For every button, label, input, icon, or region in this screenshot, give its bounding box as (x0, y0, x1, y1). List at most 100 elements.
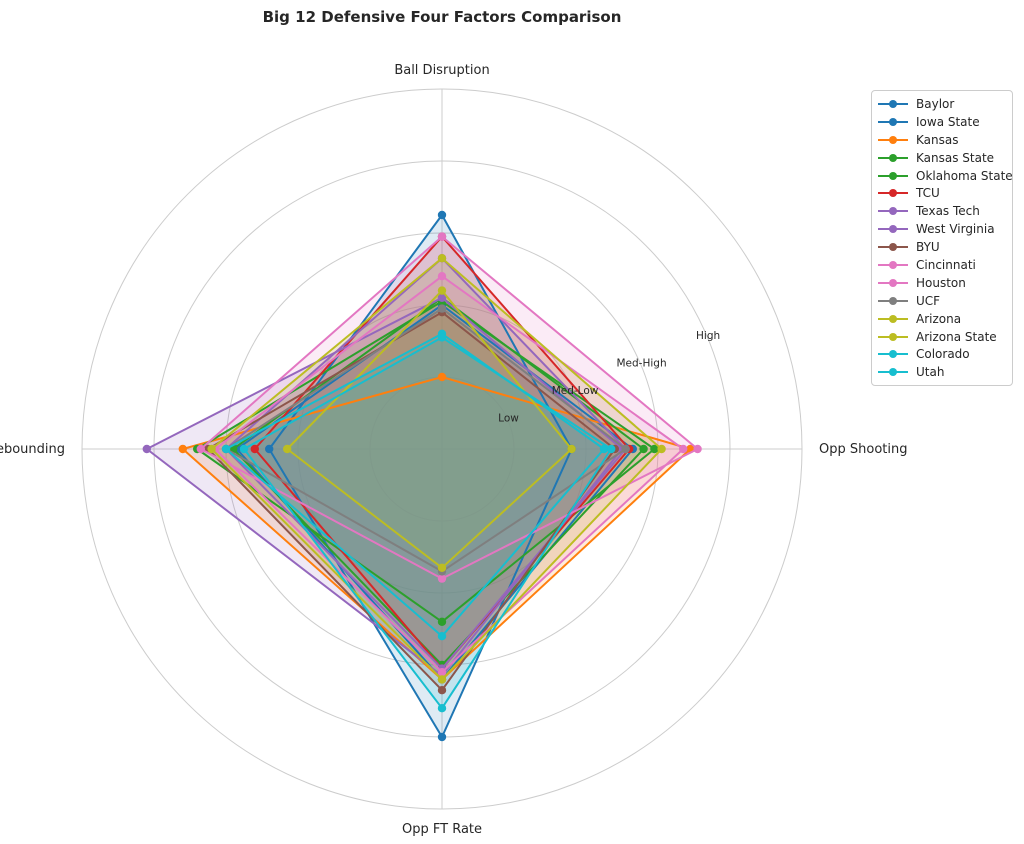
series-point-10-1 (437, 232, 447, 241)
legend-label: Colorado (916, 347, 970, 362)
legend-item: Iowa State (872, 113, 1012, 131)
legend-label: Texas Tech (916, 204, 980, 219)
series-point-15-2 (599, 444, 609, 454)
series-fill-15 (226, 333, 604, 637)
legend-item: BYU (872, 238, 1012, 256)
legend-item: Arizona (872, 310, 1012, 328)
series-fill-12 (226, 308, 626, 572)
axis-label-3: Opp FT Rate (402, 822, 482, 837)
legend-label: Arizona (916, 311, 962, 326)
legend-item: Cincinnati (872, 256, 1012, 274)
axis-label-1: Ball Disruption (394, 63, 489, 78)
series-point-10-2 (693, 444, 702, 454)
series-point-15-3 (437, 632, 447, 641)
series-fill-6 (254, 236, 630, 669)
series-point-16-4 (239, 444, 249, 454)
chart-title: Big 12 Defensive Four Factors Comparison (263, 8, 622, 26)
series-point-13-1 (437, 286, 447, 295)
series-fill-13 (287, 290, 572, 568)
ring-label-1: Low (498, 412, 519, 424)
legend-swatch (878, 116, 908, 128)
series-fill-11 (215, 276, 684, 673)
ring-label-4: High (696, 330, 720, 342)
series-point-16-1 (437, 333, 447, 342)
series-point-12-2 (621, 444, 630, 454)
legend-item: Houston (872, 274, 1012, 292)
series-point-6-4 (250, 444, 259, 454)
series-point-8-4 (142, 444, 151, 454)
legend-label: Kansas (916, 132, 959, 147)
series-point-13-3 (437, 563, 447, 572)
legend-swatch (878, 295, 908, 307)
legend-label: BYU (916, 240, 940, 255)
legend-swatch (878, 223, 908, 235)
chart-legend: Baylor Iowa State Kansas Kansas State Oklaho… (871, 90, 1013, 387)
series-point-1-3 (437, 732, 447, 742)
ring-label-3: Med-High (617, 357, 667, 369)
series-point-11-1 (437, 272, 447, 281)
series-point-16-2 (607, 444, 616, 454)
legend-item: Utah (872, 363, 1012, 381)
legend-item: Baylor (872, 95, 1012, 113)
legend-label: Cincinnati (916, 257, 976, 272)
legend-swatch (878, 259, 908, 271)
legend-swatch (878, 366, 908, 378)
series-point-13-2 (567, 444, 576, 454)
legend-label: Oklahoma State (916, 168, 1013, 183)
legend-swatch (878, 187, 908, 199)
legend-label: Iowa State (916, 114, 980, 129)
legend-swatch (878, 98, 908, 110)
series-point-13-4 (283, 444, 292, 454)
series-point-5-2 (650, 444, 659, 454)
legend-item: UCF (872, 292, 1012, 310)
legend-label: TCU (916, 186, 940, 201)
legend-label: Arizona State (916, 329, 997, 344)
legend-label: Houston (916, 275, 966, 290)
series-point-14-1 (437, 254, 447, 263)
series-fill-3 (182, 377, 691, 680)
series-point-1-1 (437, 210, 447, 220)
axis-label-4: Def Rebounding (0, 442, 65, 457)
series-point-11-3 (437, 668, 447, 677)
radar-axis-labels: Ball Disruption Opp Shooting Opp FT Rate De… (0, 63, 907, 837)
legend-swatch (878, 277, 908, 289)
series-point-11-2 (679, 444, 688, 454)
legend-swatch (878, 152, 908, 164)
series-point-8-1 (437, 293, 447, 302)
series-point-14-3 (437, 675, 447, 684)
legend-swatch (878, 205, 908, 217)
legend-item: Texas Tech (872, 202, 1012, 220)
legend-swatch (878, 313, 908, 325)
legend-item: Kansas (872, 131, 1012, 149)
legend-label: UCF (916, 293, 941, 308)
series-point-3-1 (437, 372, 447, 382)
legend-item: TCU (872, 184, 1012, 202)
legend-label: West Virginia (916, 222, 995, 237)
series-point-5-3 (437, 617, 447, 626)
legend-swatch (878, 170, 908, 182)
legend-label: Baylor (916, 96, 955, 111)
series-point-16-3 (437, 704, 447, 713)
series-point-10-3 (437, 574, 447, 583)
legend-item: Oklahoma State (872, 167, 1013, 185)
legend-item: Colorado (872, 345, 1012, 363)
series-point-14-2 (657, 444, 666, 454)
legend-item: Kansas State (872, 149, 1012, 167)
legend-swatch (878, 331, 908, 343)
legend-item: West Virginia (872, 220, 1012, 238)
legend-swatch (878, 348, 908, 360)
series-point-3-4 (178, 444, 187, 454)
legend-label: Utah (916, 365, 945, 380)
series-point-15-4 (221, 444, 231, 454)
series-fill-9 (208, 312, 615, 691)
legend-swatch (878, 241, 908, 253)
axis-label-2: Opp Shooting (819, 442, 907, 457)
legend-swatch (878, 134, 908, 146)
series-point-14-4 (207, 444, 216, 454)
series-point-9-3 (437, 686, 447, 695)
series-point-4-2 (639, 444, 648, 454)
series-fill-10 (200, 236, 698, 579)
radar-ring-labels: Low Med-Low Med-High High (498, 330, 720, 425)
legend-item: Arizona State (872, 328, 1012, 346)
